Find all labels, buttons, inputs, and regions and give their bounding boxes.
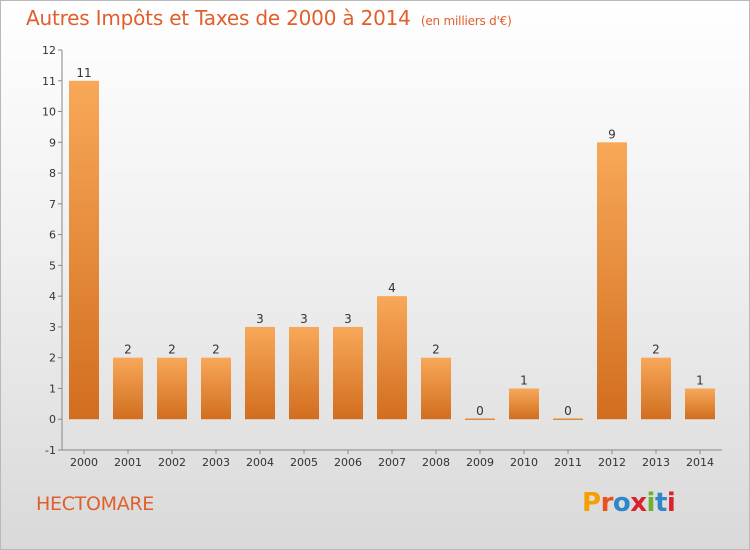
- data-label: 2: [432, 343, 440, 357]
- x-tick-label: 2005: [290, 456, 318, 469]
- data-label: 1: [696, 373, 704, 387]
- bar: [597, 142, 627, 420]
- bar: [685, 388, 715, 420]
- brand-letter: o: [612, 488, 631, 518]
- y-tick-label: 10: [42, 106, 56, 119]
- x-tick-label: 2000: [70, 456, 98, 469]
- data-label: 2: [124, 343, 132, 357]
- data-labels: 11 2 2 2 3 3 3 4 2 0 1 0 9 2 1: [76, 66, 703, 418]
- x-tick-label: 2003: [202, 456, 230, 469]
- x-tick-label: 2001: [114, 456, 142, 469]
- chart-title-text: Autres Impôts et Taxes de 2000 à 2014: [26, 6, 411, 30]
- commune-name: HECTOMARE: [36, 493, 155, 515]
- y-tick-label: 1: [49, 382, 56, 395]
- y-tick-label: 6: [49, 229, 56, 242]
- data-label: 2: [168, 343, 176, 357]
- brand-letter: i: [666, 488, 676, 518]
- data-label: 3: [344, 312, 352, 326]
- data-label: 3: [300, 312, 308, 326]
- x-tick-label: 2009: [466, 456, 494, 469]
- y-tick-label: 11: [42, 75, 56, 88]
- brand-letter: x: [630, 488, 647, 518]
- y-tick-label: 8: [49, 167, 56, 180]
- data-label: 3: [256, 312, 264, 326]
- chart-title: Autres Impôts et Taxes de 2000 à 2014 (e…: [26, 6, 512, 30]
- x-tick-label: 2012: [598, 456, 626, 469]
- x-tick-label: 2006: [334, 456, 362, 469]
- data-label: 2: [652, 343, 660, 357]
- bar: [289, 326, 319, 420]
- y-tick-label: 12: [42, 44, 56, 57]
- y-tick-label: 2: [49, 352, 56, 365]
- y-tick-label: -1: [45, 444, 56, 457]
- y-tick-label: 4: [49, 290, 56, 303]
- bar: [201, 357, 231, 420]
- bar: [509, 388, 539, 420]
- brand-letter: P: [582, 488, 601, 518]
- y-tick-label: 5: [49, 259, 56, 272]
- y-tick-label: 9: [49, 136, 56, 149]
- brand-letter: r: [600, 488, 614, 518]
- bar: [641, 357, 671, 420]
- x-tick-label: 2010: [510, 456, 538, 469]
- bar: [377, 296, 407, 420]
- x-tick-label: 2011: [554, 456, 582, 469]
- data-label: 9: [608, 127, 616, 141]
- brand-letter: t: [654, 488, 667, 518]
- bar: [333, 326, 363, 420]
- data-label: 11: [76, 66, 91, 80]
- data-label: 4: [388, 281, 396, 295]
- bar: [245, 326, 275, 420]
- x-tick-label: 2007: [378, 456, 406, 469]
- proxiti-logo: Proxiti: [582, 488, 676, 518]
- bar: [69, 80, 99, 420]
- brand-letter: i: [646, 488, 656, 518]
- y-tick-label: 0: [49, 413, 56, 426]
- y-tick-label: 3: [49, 321, 56, 334]
- x-tick-label: 2002: [158, 456, 186, 469]
- chart-subtitle: (en milliers d'€): [420, 14, 512, 28]
- x-tick-label: 2013: [642, 456, 670, 469]
- y-tick-label: 7: [49, 198, 56, 211]
- bars: [69, 80, 715, 420]
- data-label: 1: [520, 373, 528, 387]
- x-tick-label: 2008: [422, 456, 450, 469]
- bar: [113, 357, 143, 420]
- data-label: 0: [564, 404, 572, 418]
- bar: [421, 357, 451, 420]
- x-tick-label: 2004: [246, 456, 274, 469]
- x-tick-label: 2014: [686, 456, 714, 469]
- bar: [157, 357, 187, 420]
- data-label: 2: [212, 343, 220, 357]
- data-label: 0: [476, 404, 484, 418]
